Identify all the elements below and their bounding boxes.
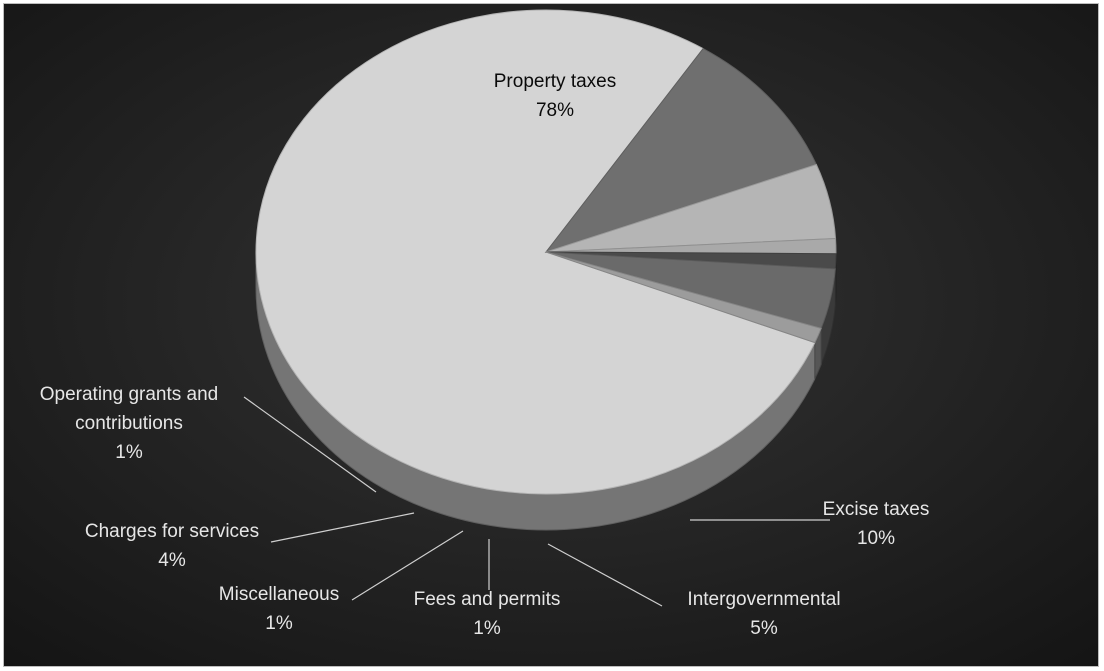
slice-excise-taxes xyxy=(544,47,818,253)
leader-line-operating-grants-and-contributions xyxy=(243,396,377,493)
pct-label-miscellaneous: 1% xyxy=(265,613,293,634)
leader-line-miscellaneous xyxy=(351,530,464,601)
slice-label-operating-grants-and-contributions: Operating grants and xyxy=(40,384,219,405)
slice-property-taxes xyxy=(255,9,816,495)
pie-chart: Property taxes 78% Excise taxes 10% Intergov… xyxy=(4,4,1098,666)
pct-label-property-taxes: 78% xyxy=(536,100,574,121)
pie-top-faces xyxy=(255,9,837,495)
slice-operating-grants-and-contributions xyxy=(545,251,822,344)
slice-label-excise-taxes: Excise taxes xyxy=(823,499,930,520)
slice-label-intergovernmental: Intergovernmental xyxy=(687,589,840,610)
slice-label-charges-for-services: Charges for services xyxy=(85,521,259,542)
leader-line-intergovernmental xyxy=(547,543,663,607)
pct-label-charges-for-services: 4% xyxy=(158,550,186,571)
pct-label-intergovernmental: 5% xyxy=(750,618,778,639)
chart-frame: Property taxes 78% Excise taxes 10% Intergov… xyxy=(3,3,1099,667)
slice-label-fees-and-permits: Fees and permits xyxy=(414,589,561,610)
slice-labels: Property taxes 78% Excise taxes 10% Intergov… xyxy=(40,71,930,639)
pct-label-fees-and-permits: 1% xyxy=(473,618,501,639)
slice-label-operating-grants-and-contributions: contributions xyxy=(75,413,183,434)
leader-lines xyxy=(243,396,830,607)
slice-label-property-taxes: Property taxes xyxy=(494,71,617,92)
slice-label-miscellaneous: Miscellaneous xyxy=(219,584,339,605)
pct-label-operating-grants-and-contributions: 1% xyxy=(115,442,143,463)
leader-line-charges-for-services xyxy=(270,512,415,543)
pct-label-excise-taxes: 10% xyxy=(857,528,895,549)
